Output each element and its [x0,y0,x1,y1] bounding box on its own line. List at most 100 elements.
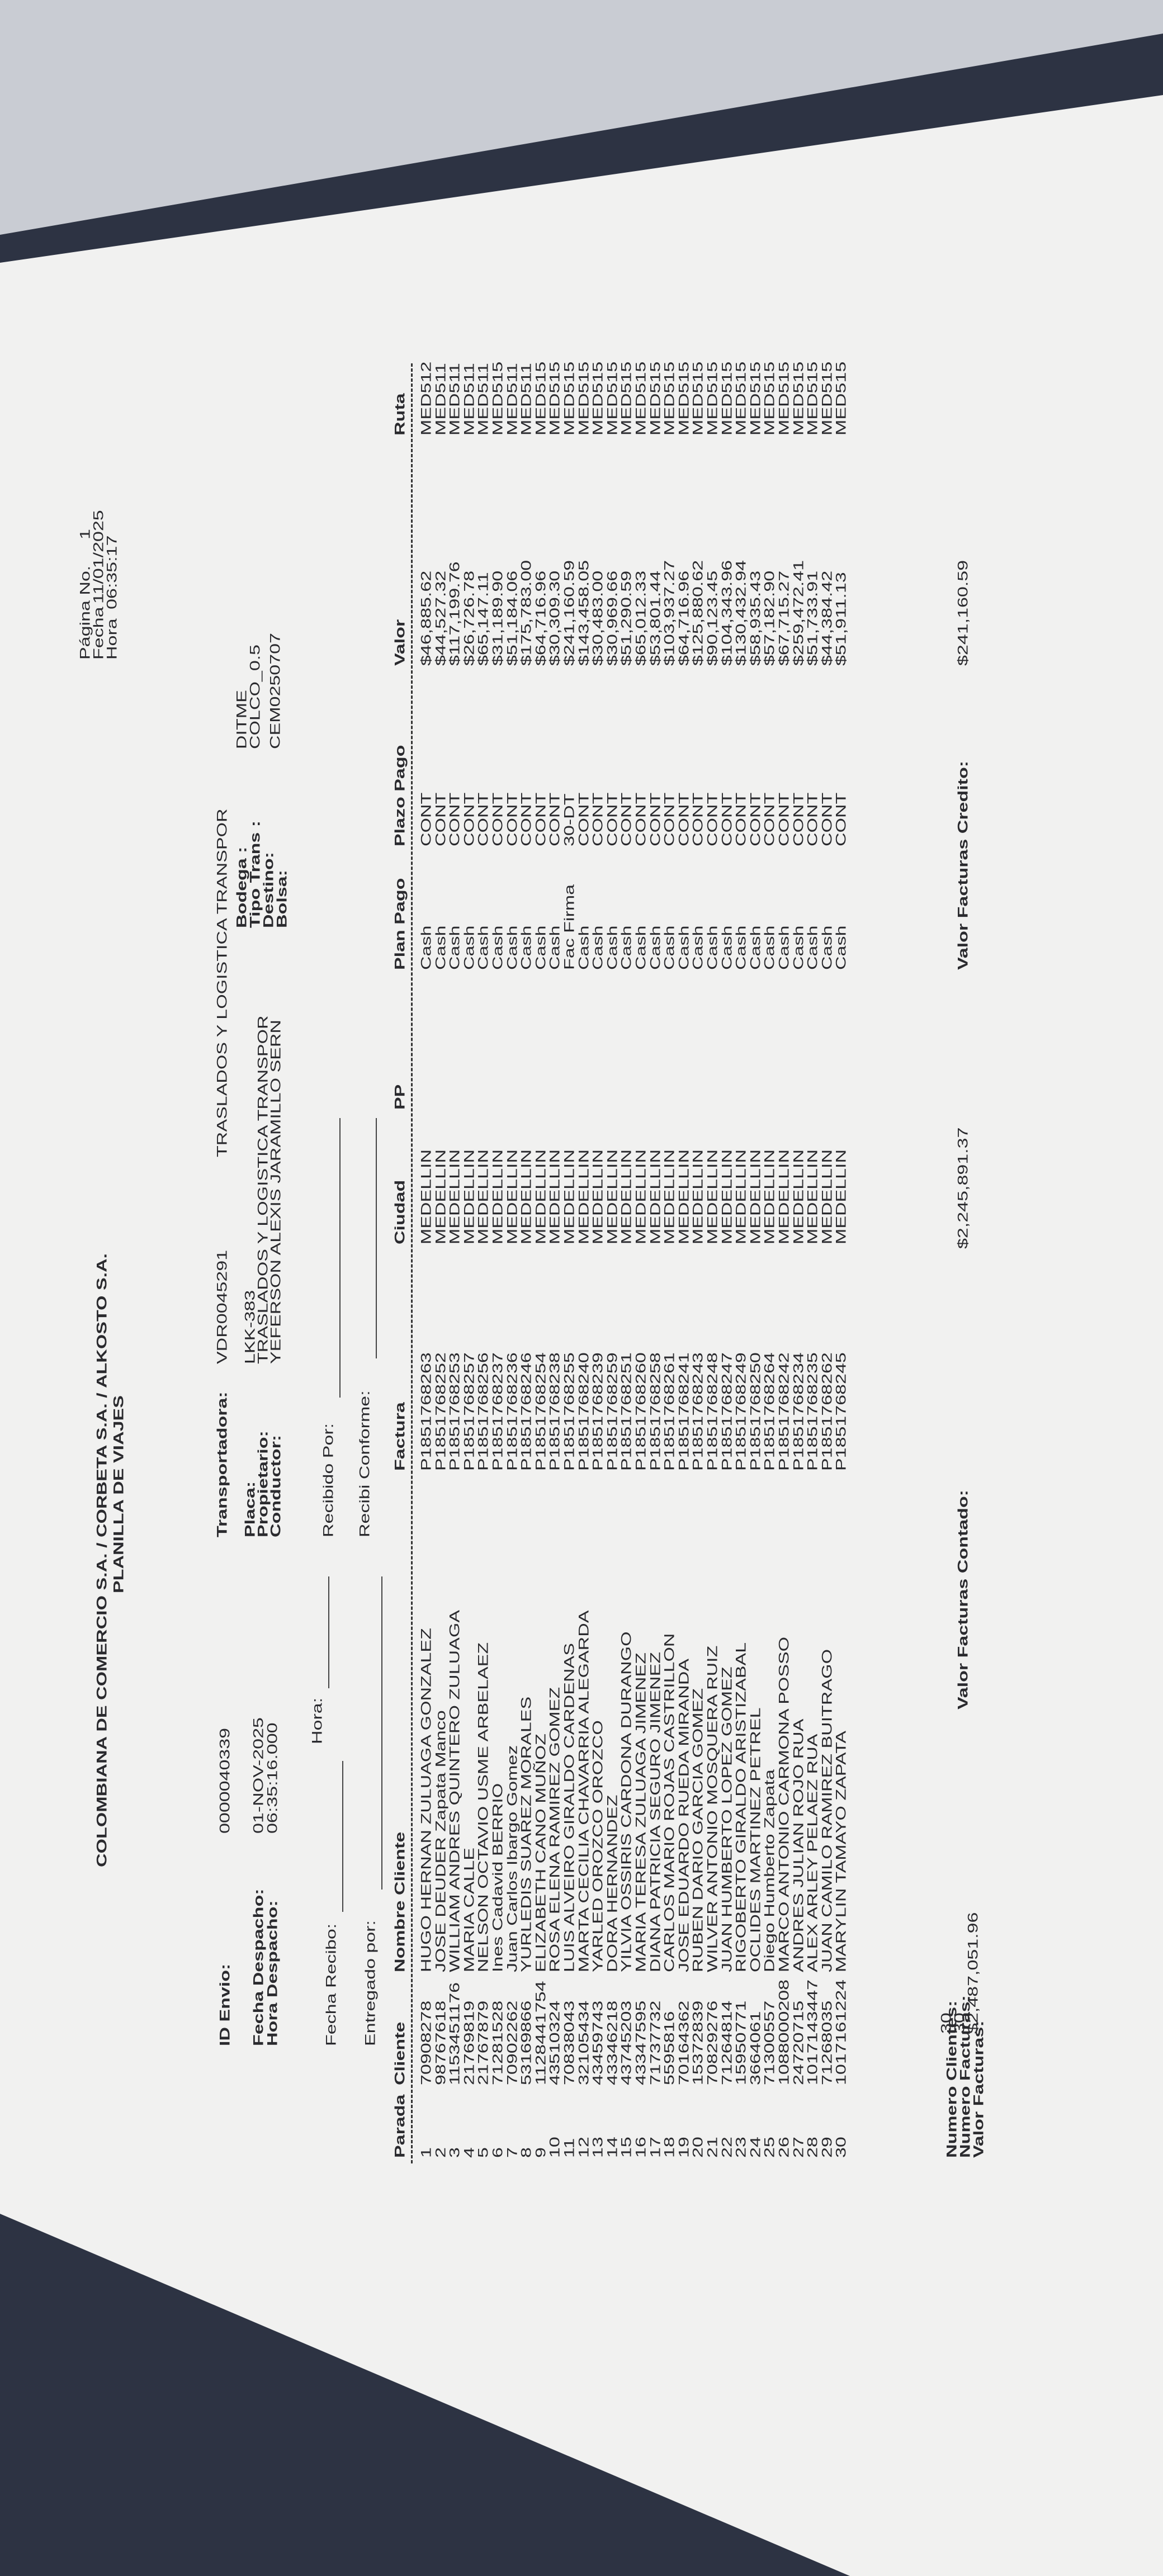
value: CEM0250707 [267,633,283,749]
label: ID Envio: [217,1963,233,2046]
cell-valor: $175,783.00 [518,560,535,666]
cell-plazo-pago: CONT [633,792,649,846]
cell-valor: $103,937.27 [661,560,678,666]
column-header: PP [392,1084,408,1110]
cell-nombre: JUAN HUMBERTO LOPEZ GOMEZ [719,1666,735,1972]
cell-cliente: 71264814 [719,2000,735,2085]
cell-valor: $53,801.44 [647,570,664,666]
cell-nombre: WILLIAM ANDRES QUINTERO ZULUAGA [447,1610,463,1972]
cell-cliente: 70902262 [504,2000,521,2085]
label: Tipo Trans : [247,820,263,928]
cell-cliente: 1128441754 [533,1981,549,2085]
cell-cliente: 3664061 [748,2011,764,2085]
cell-factura: P1851768254 [533,1352,549,1471]
cell-parada: 11 [561,2138,578,2158]
cell-valor: $241,160.59 [561,560,578,666]
cell-parada: 12 [576,2137,592,2158]
cell-plan-pago: Cash [504,925,521,970]
cell-factura: P1851768251 [618,1352,635,1471]
cell-nombre: DIANA PATRICIA SEGURO JIMENEZ [647,1651,664,1972]
cell-plazo-pago: CONT [791,792,807,846]
cell-nombre: WILVER ANTONIO MOSQUERA RUIZ [705,1645,721,1972]
cell-nombre: YARLED OROZCO OROZCO [590,1720,606,1972]
cell-factura: P1851768253 [447,1352,463,1471]
cell-nombre: Ines Cadavid BERRIO [490,1783,506,1972]
cell-parada: 13 [590,2137,606,2158]
label: Valor Facturas Credito: [955,760,971,970]
cell-plan-pago: Cash [447,925,463,970]
cell-ruta: MED515 [762,361,778,435]
cell-cliente: 43347595 [633,2000,649,2085]
cell-valor: $90,123.45 [705,570,721,666]
label: Fecha Despacho: [250,1888,267,2046]
cell-plan-pago: Cash [576,925,592,970]
cell-ciudad: MEDELLIN [433,1149,449,1244]
label: Recibi Conforme: [357,1390,373,1537]
cell-nombre: LUIS ALVEIRO GIRALDO CARDENAS [561,1643,578,1972]
cell-plan-pago: Cash [791,925,807,970]
cell-valor: $30,969.66 [604,570,621,666]
cell-ciudad: MEDELLIN [447,1149,463,1244]
cell-factura: P1851768248 [705,1352,721,1471]
cell-plan-pago: Cash [518,925,535,970]
cell-plan-pago: Cash [633,925,649,970]
cell-parada: 26 [776,2137,792,2158]
cell-plazo-pago: CONT [819,792,835,846]
cell-nombre: JOSE DEUDER Zapata Manco [433,1710,449,1972]
cell-plan-pago: Cash [833,925,850,970]
blank [381,1576,382,1890]
cell-valor: $64,716.96 [533,570,549,666]
column-header: Nombre Cliente [392,1831,408,1972]
cell-ciudad: MEDELLIN [490,1149,506,1244]
cell-plan-pago: Cash [418,925,434,970]
cell-valor: $259,472.41 [791,560,807,666]
cell-cliente: 21769819 [461,2000,478,2085]
label: Hora Despacho: [264,1900,281,2046]
value: 01-NOV-2025 [250,1717,267,1834]
value: 30 [952,2012,968,2034]
cell-factura: P1851768249 [733,1352,749,1471]
label: Hora: [309,1697,325,1744]
doc-title: PLANILLA DE VIAJES [111,1395,127,1593]
cell-nombre: RUBEN DARIO GARCIA GOMEZ [690,1688,707,1972]
cell-plan-pago: Cash [719,925,735,970]
cell-cliente: 21767879 [475,2000,492,2085]
cell-parada: 25 [762,2137,778,2158]
label: Entregado por: [362,1920,379,2046]
cell-cliente: 70829276 [705,2000,721,2085]
blank [339,1118,341,1398]
column-header: Cliente [392,2021,408,2085]
value: YEFERSON ALEXIS JARAMILLO SERN [268,1020,284,1364]
blank [342,1761,343,1912]
cell-cliente: 70164362 [676,2000,692,2085]
label: Recibido Por: [320,1423,337,1537]
cell-cliente: 70838043 [561,2000,578,2085]
cell-plan-pago: Cash [776,925,792,970]
cell-factura: P1851768234 [791,1352,807,1471]
cell-nombre: ALEX ARLEY PELAEZ RUA [805,1734,821,1972]
cell-parada: 1 [418,2147,434,2158]
cell-plazo-pago: CONT [490,792,506,846]
cell-ruta: MED515 [833,361,850,435]
cell-parada: 15 [618,2137,635,2158]
cell-factura: P1851768239 [590,1352,606,1471]
cell-plan-pago: Cash [475,925,492,970]
cell-cliente: 43745203 [618,2000,635,2085]
cell-valor: $130,432.94 [733,560,749,666]
cell-valor: $64,716.96 [676,570,692,666]
cell-factura: P1851768237 [490,1352,506,1471]
cell-valor: $117,199.76 [447,561,463,666]
cell-factura: P1851768247 [719,1352,735,1471]
cell-ciudad: MEDELLIN [791,1149,807,1244]
page-label: Página No. [77,565,93,660]
cell-nombre: YILVIA OSSIRIS CARDONA DURANGO [618,1631,635,1972]
cell-factura: P1851768245 [833,1352,850,1471]
cell-cliente: 43346218 [604,2000,621,2085]
cell-cliente: 43510324 [547,2000,564,2085]
cell-ciudad: MEDELLIN [690,1149,707,1244]
cell-ciudad: MEDELLIN [733,1149,749,1244]
cell-parada: 29 [819,2137,835,2158]
value: $241,160.59 [955,560,971,666]
